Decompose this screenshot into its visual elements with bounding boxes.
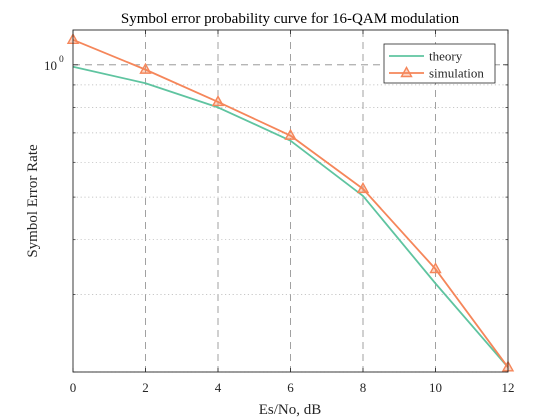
x-tick-label: 6	[287, 380, 294, 395]
series-marker-simulation	[211, 95, 225, 107]
x-axis-label: Es/No, dB	[259, 402, 322, 418]
x-tick-label: 0	[70, 380, 77, 395]
x-tick-label: 2	[142, 380, 149, 395]
legend: theory simulation	[383, 43, 496, 84]
series-marker-simulation	[139, 62, 152, 74]
legend-label-theory: theory	[429, 49, 463, 64]
legend-marker-simulation	[400, 66, 413, 78]
x-tick-label: 10	[429, 380, 442, 395]
series-marker-simulation	[284, 128, 297, 140]
y-tick-label: 10	[44, 58, 57, 73]
y-tick-label-exponent: 0	[59, 55, 64, 65]
series-marker-simulation	[429, 262, 442, 274]
series-line-simulation	[72, 38, 509, 368]
x-tick-label: 8	[360, 380, 367, 395]
chart-title: Symbol error probability curve for 16-QA…	[121, 11, 460, 27]
y-axis-label: Symbol Error Rate	[25, 144, 41, 258]
series-layer	[66, 32, 515, 372]
x-tick-label: 4	[215, 380, 222, 395]
legend-label-simulation: simulation	[429, 66, 484, 81]
x-tick-label: 12	[502, 380, 515, 395]
series-marker-simulation	[356, 181, 370, 194]
series-line-theory	[72, 65, 509, 368]
